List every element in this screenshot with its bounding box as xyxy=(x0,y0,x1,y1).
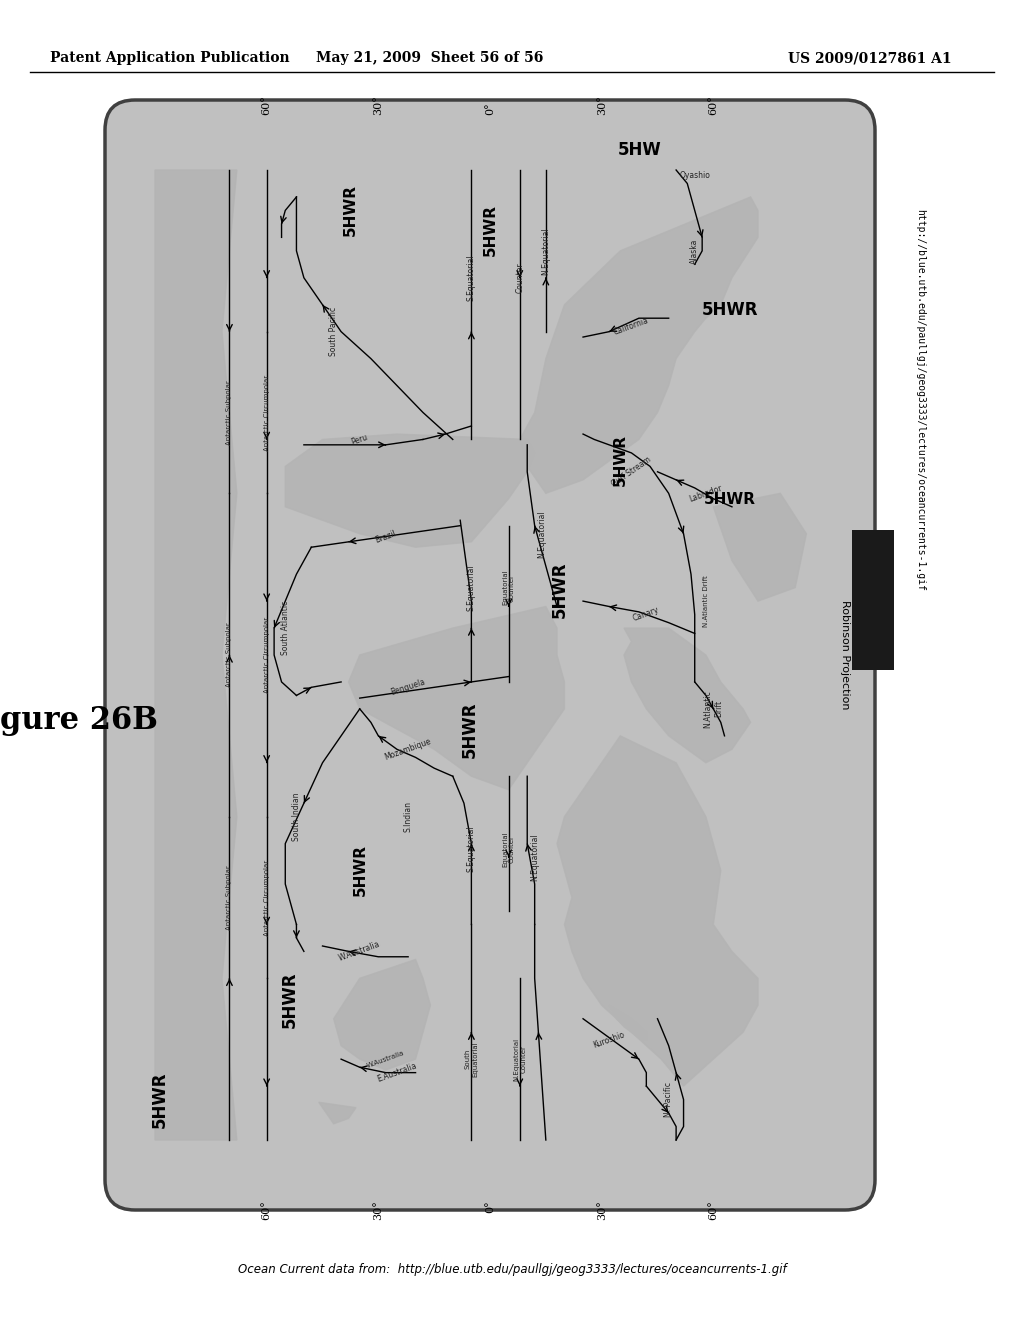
Text: Labrador: Labrador xyxy=(688,483,724,503)
Text: Benguela: Benguela xyxy=(389,677,427,697)
Text: 60°: 60° xyxy=(262,1200,271,1220)
Text: 5HWR: 5HWR xyxy=(151,1072,169,1129)
FancyBboxPatch shape xyxy=(852,531,894,671)
Text: Mozambique: Mozambique xyxy=(384,737,433,762)
FancyBboxPatch shape xyxy=(105,100,874,1210)
Text: Kuroshio: Kuroshio xyxy=(592,1031,626,1051)
Text: 30°: 30° xyxy=(374,1200,383,1220)
Text: 60°: 60° xyxy=(262,95,271,115)
Text: 5HWR: 5HWR xyxy=(482,205,498,256)
Polygon shape xyxy=(318,1102,356,1123)
Text: Antarctic Subpolar: Antarctic Subpolar xyxy=(226,623,232,688)
Polygon shape xyxy=(624,628,751,763)
Text: N.Equatorial: N.Equatorial xyxy=(538,510,547,557)
Text: 5HWR: 5HWR xyxy=(342,183,357,236)
Text: N.Atlantic Drift: N.Atlantic Drift xyxy=(702,576,709,627)
Text: South
Equatorial: South Equatorial xyxy=(465,1041,478,1077)
Text: 5HWR: 5HWR xyxy=(701,301,758,319)
Text: Antarctic Circumpolar: Antarctic Circumpolar xyxy=(263,375,269,450)
Text: Canary: Canary xyxy=(632,606,660,623)
Text: 5HWR: 5HWR xyxy=(705,492,756,507)
Text: Antarctic Circumpolar: Antarctic Circumpolar xyxy=(263,859,269,936)
Text: N.Equatorial: N.Equatorial xyxy=(530,833,540,880)
Text: 30°: 30° xyxy=(374,95,383,115)
Text: Antarctic Circumpolar: Antarctic Circumpolar xyxy=(263,616,269,693)
Text: Alaska: Alaska xyxy=(690,238,699,264)
Text: Equatorial
Counter: Equatorial Counter xyxy=(502,832,515,867)
Polygon shape xyxy=(155,170,237,1140)
Text: 0°: 0° xyxy=(485,103,495,115)
Text: South Atlantic: South Atlantic xyxy=(281,601,290,655)
Text: South Indian: South Indian xyxy=(292,792,301,841)
Text: Brazil: Brazil xyxy=(374,528,397,544)
Text: 60°: 60° xyxy=(709,95,718,115)
Text: Ocean Current data from:  http://blue.utb.edu/paullgj/geog3333/lectures/oceancur: Ocean Current data from: http://blue.utb… xyxy=(238,1263,786,1276)
Text: Patent Application Publication: Patent Application Publication xyxy=(50,51,290,65)
Text: US 2009/0127861 A1: US 2009/0127861 A1 xyxy=(788,51,952,65)
Polygon shape xyxy=(557,735,758,1086)
Text: 5HWR: 5HWR xyxy=(281,972,299,1028)
Text: South Pacific: South Pacific xyxy=(329,308,338,356)
Polygon shape xyxy=(286,434,535,548)
Text: May 21, 2009  Sheet 56 of 56: May 21, 2009 Sheet 56 of 56 xyxy=(316,51,544,65)
Text: Equatorial
Counter: Equatorial Counter xyxy=(502,570,515,606)
Text: N.Atlantic
Drift: N.Atlantic Drift xyxy=(703,690,723,727)
Text: Counter: Counter xyxy=(515,263,524,293)
Text: http://blue.utb.edu/paullgj/geog3333/lectures/oceancurrents-1.gif: http://blue.utb.edu/paullgj/geog3333/lec… xyxy=(915,209,925,591)
Polygon shape xyxy=(348,606,564,789)
Polygon shape xyxy=(609,1006,646,1040)
Text: Figure 26B: Figure 26B xyxy=(0,705,158,735)
Text: Gulf Stream: Gulf Stream xyxy=(610,455,653,488)
Text: S.Equatorial: S.Equatorial xyxy=(467,565,476,611)
Text: Peru: Peru xyxy=(350,432,370,446)
Text: 30°: 30° xyxy=(597,1200,606,1220)
Text: 30°: 30° xyxy=(597,95,606,115)
Text: 0°: 0° xyxy=(485,1200,495,1213)
Text: W.Australia: W.Australia xyxy=(338,940,382,964)
Text: E.Australia: E.Australia xyxy=(376,1061,418,1084)
Polygon shape xyxy=(714,494,806,601)
Text: N.Equatorial: N.Equatorial xyxy=(542,227,550,275)
Text: 5HWR: 5HWR xyxy=(612,434,628,486)
Text: S.Equatorial: S.Equatorial xyxy=(467,826,476,873)
Text: S.Equatorial: S.Equatorial xyxy=(467,255,476,301)
Text: 60°: 60° xyxy=(709,1200,718,1220)
Text: W.Australia: W.Australia xyxy=(367,1049,406,1069)
Text: Robinson Projection: Robinson Projection xyxy=(840,601,850,710)
Text: 5HWR: 5HWR xyxy=(551,562,569,618)
Polygon shape xyxy=(520,197,758,494)
Text: N. Pacific: N. Pacific xyxy=(665,1082,673,1117)
Text: 5HWR: 5HWR xyxy=(352,843,368,896)
Text: S.Indian: S.Indian xyxy=(403,801,413,832)
Text: Antarctic Subpolar: Antarctic Subpolar xyxy=(226,380,232,445)
Polygon shape xyxy=(334,960,430,1071)
Text: N.Equatorial
Counter: N.Equatorial Counter xyxy=(513,1038,526,1081)
Text: Antarctic Subpolar: Antarctic Subpolar xyxy=(226,865,232,929)
Text: California: California xyxy=(612,315,650,337)
Text: 5HW: 5HW xyxy=(618,141,662,158)
Text: Oyashio: Oyashio xyxy=(679,170,711,180)
Text: 5HWR: 5HWR xyxy=(461,702,479,758)
